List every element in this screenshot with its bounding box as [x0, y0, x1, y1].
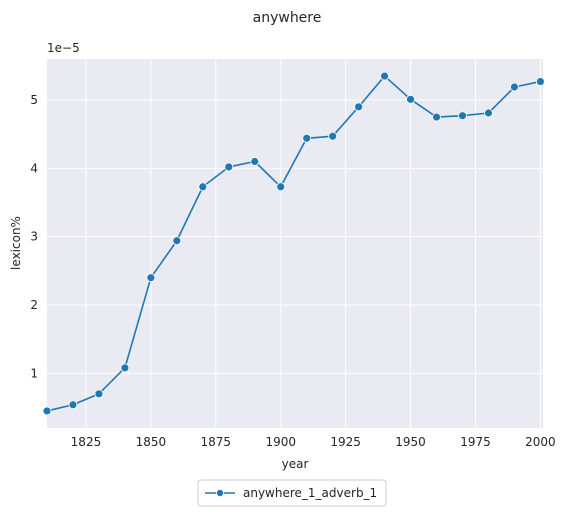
series-layer — [42, 71, 545, 416]
legend-marker-swatch — [215, 488, 224, 497]
data-point — [250, 157, 260, 166]
x-tick-label: 1850 — [136, 435, 167, 449]
x-tick-label: 1875 — [201, 435, 232, 449]
legend-box — [197, 479, 387, 507]
y-axis-ticks: 1 2 3 4 5 — [30, 93, 38, 380]
data-point — [42, 406, 52, 416]
y-axis-label: lexicon% — [9, 216, 23, 270]
data-point — [328, 131, 338, 141]
data-point — [484, 108, 493, 118]
data-point — [94, 389, 104, 399]
y-tick-label: 2 — [30, 298, 38, 312]
data-point — [458, 111, 467, 121]
x-tick-label: 1975 — [460, 435, 491, 449]
x-axis-label: year — [282, 457, 309, 471]
x-tick-label: 1825 — [71, 435, 102, 449]
data-point — [198, 182, 208, 192]
y-axis-offset-label: 1e−5 — [47, 41, 80, 55]
data-point — [302, 133, 312, 143]
plot-background — [47, 59, 543, 428]
data-point — [68, 400, 78, 410]
data-point — [510, 82, 519, 92]
data-point — [432, 112, 441, 122]
data-point — [354, 102, 364, 112]
data-point — [406, 94, 415, 104]
legend-entry-label: anywhere_1_adverb_1 — [243, 486, 377, 500]
data-point — [276, 182, 286, 192]
data-point — [536, 77, 545, 86]
x-tick-label: 1950 — [395, 435, 426, 449]
x-axis-ticks: 1825 1850 1875 1900 1925 1950 1975 2000 — [71, 435, 556, 449]
x-tick-label: 1925 — [330, 435, 361, 449]
y-tick-label: 5 — [30, 93, 38, 107]
data-point — [380, 71, 389, 81]
y-tick-label: 1 — [30, 366, 38, 380]
data-point — [172, 236, 182, 246]
data-point — [224, 162, 234, 172]
y-tick-label: 4 — [30, 161, 38, 175]
legend: anywhere_1_adverb_1 — [197, 479, 387, 507]
x-tick-label: 2000 — [525, 435, 556, 449]
chart-title: anywhere — [253, 10, 322, 26]
data-point — [146, 273, 156, 283]
data-point — [120, 363, 130, 373]
y-tick-label: 3 — [30, 230, 38, 244]
grid — [47, 59, 543, 428]
x-tick-label: 1900 — [265, 435, 296, 449]
